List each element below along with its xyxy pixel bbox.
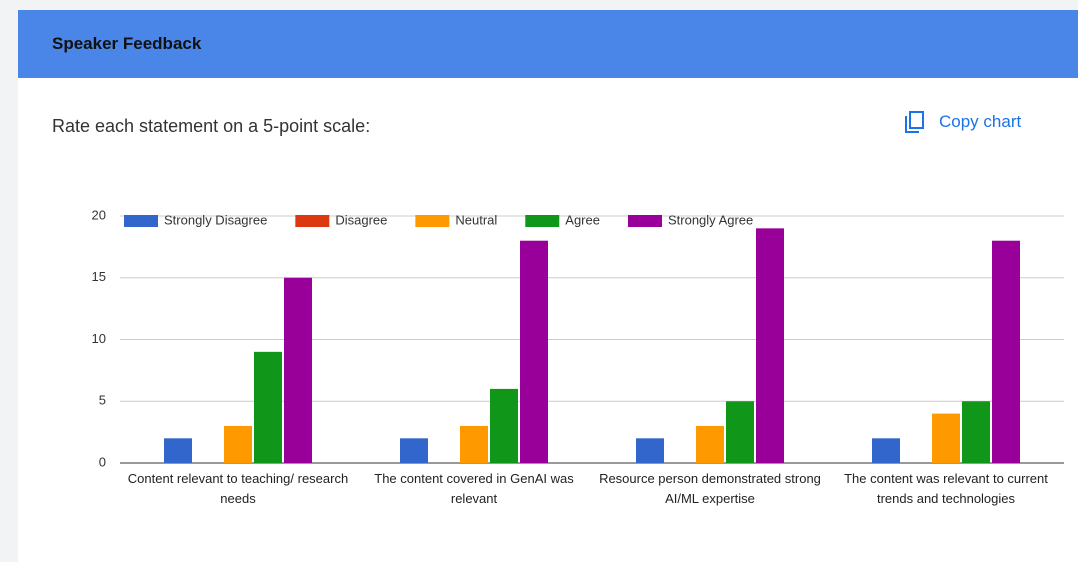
x-tick-label: Resource person demonstrated strong AI/M… xyxy=(599,471,821,506)
legend-swatch xyxy=(627,215,662,227)
bar xyxy=(636,438,664,463)
bar xyxy=(400,438,428,463)
y-tick-label: 15 xyxy=(92,269,106,284)
x-tick-label: The content covered in GenAI was relevan… xyxy=(374,471,574,506)
bar xyxy=(962,401,990,463)
x-tick-label: Content relevant to teaching/ research n… xyxy=(127,471,349,506)
bar xyxy=(520,240,548,463)
legend-label: Strongly Agree xyxy=(668,212,753,227)
y-tick-label: 5 xyxy=(99,393,106,408)
y-tick-label: 20 xyxy=(92,207,106,222)
question: Rate each statement on a 5-point scale: xyxy=(52,116,371,136)
card: Speaker Feedback Rate each statement on … xyxy=(18,10,1078,562)
bar xyxy=(726,401,754,463)
legend-label: Strongly Disagree xyxy=(164,212,267,227)
bar xyxy=(254,351,282,463)
bar xyxy=(756,228,784,463)
legend-label: Disagree xyxy=(335,212,387,227)
legend-swatch xyxy=(124,215,158,227)
legend-label: Neutral xyxy=(455,212,497,227)
bar xyxy=(992,240,1020,463)
bar xyxy=(872,438,900,463)
bar xyxy=(490,388,518,463)
bar xyxy=(224,425,252,463)
chart: 0 5 10 15 20 Strongly Disagree Disagree Neutral… xyxy=(92,207,1064,469)
copy-icon xyxy=(905,111,924,133)
bar xyxy=(696,425,724,463)
legend-swatch xyxy=(525,215,560,227)
bar xyxy=(460,425,488,463)
x-tick-label: The content was relevant to current tren… xyxy=(844,471,1048,506)
y-tick-label: 0 xyxy=(99,454,106,469)
card-title: Speaker Feedback xyxy=(52,34,202,53)
copy-chart-button[interactable]: Copy chart xyxy=(903,110,1021,134)
copy-chart-label: Copy chart xyxy=(939,112,1022,131)
legend-swatch xyxy=(415,215,450,227)
bar xyxy=(284,277,312,463)
legend-label: Agree xyxy=(565,212,600,227)
bar xyxy=(932,413,960,463)
legend-swatch xyxy=(295,215,330,227)
card-header: Speaker Feedback xyxy=(18,10,1078,78)
y-tick-label: 10 xyxy=(92,331,106,346)
bar xyxy=(164,438,192,463)
